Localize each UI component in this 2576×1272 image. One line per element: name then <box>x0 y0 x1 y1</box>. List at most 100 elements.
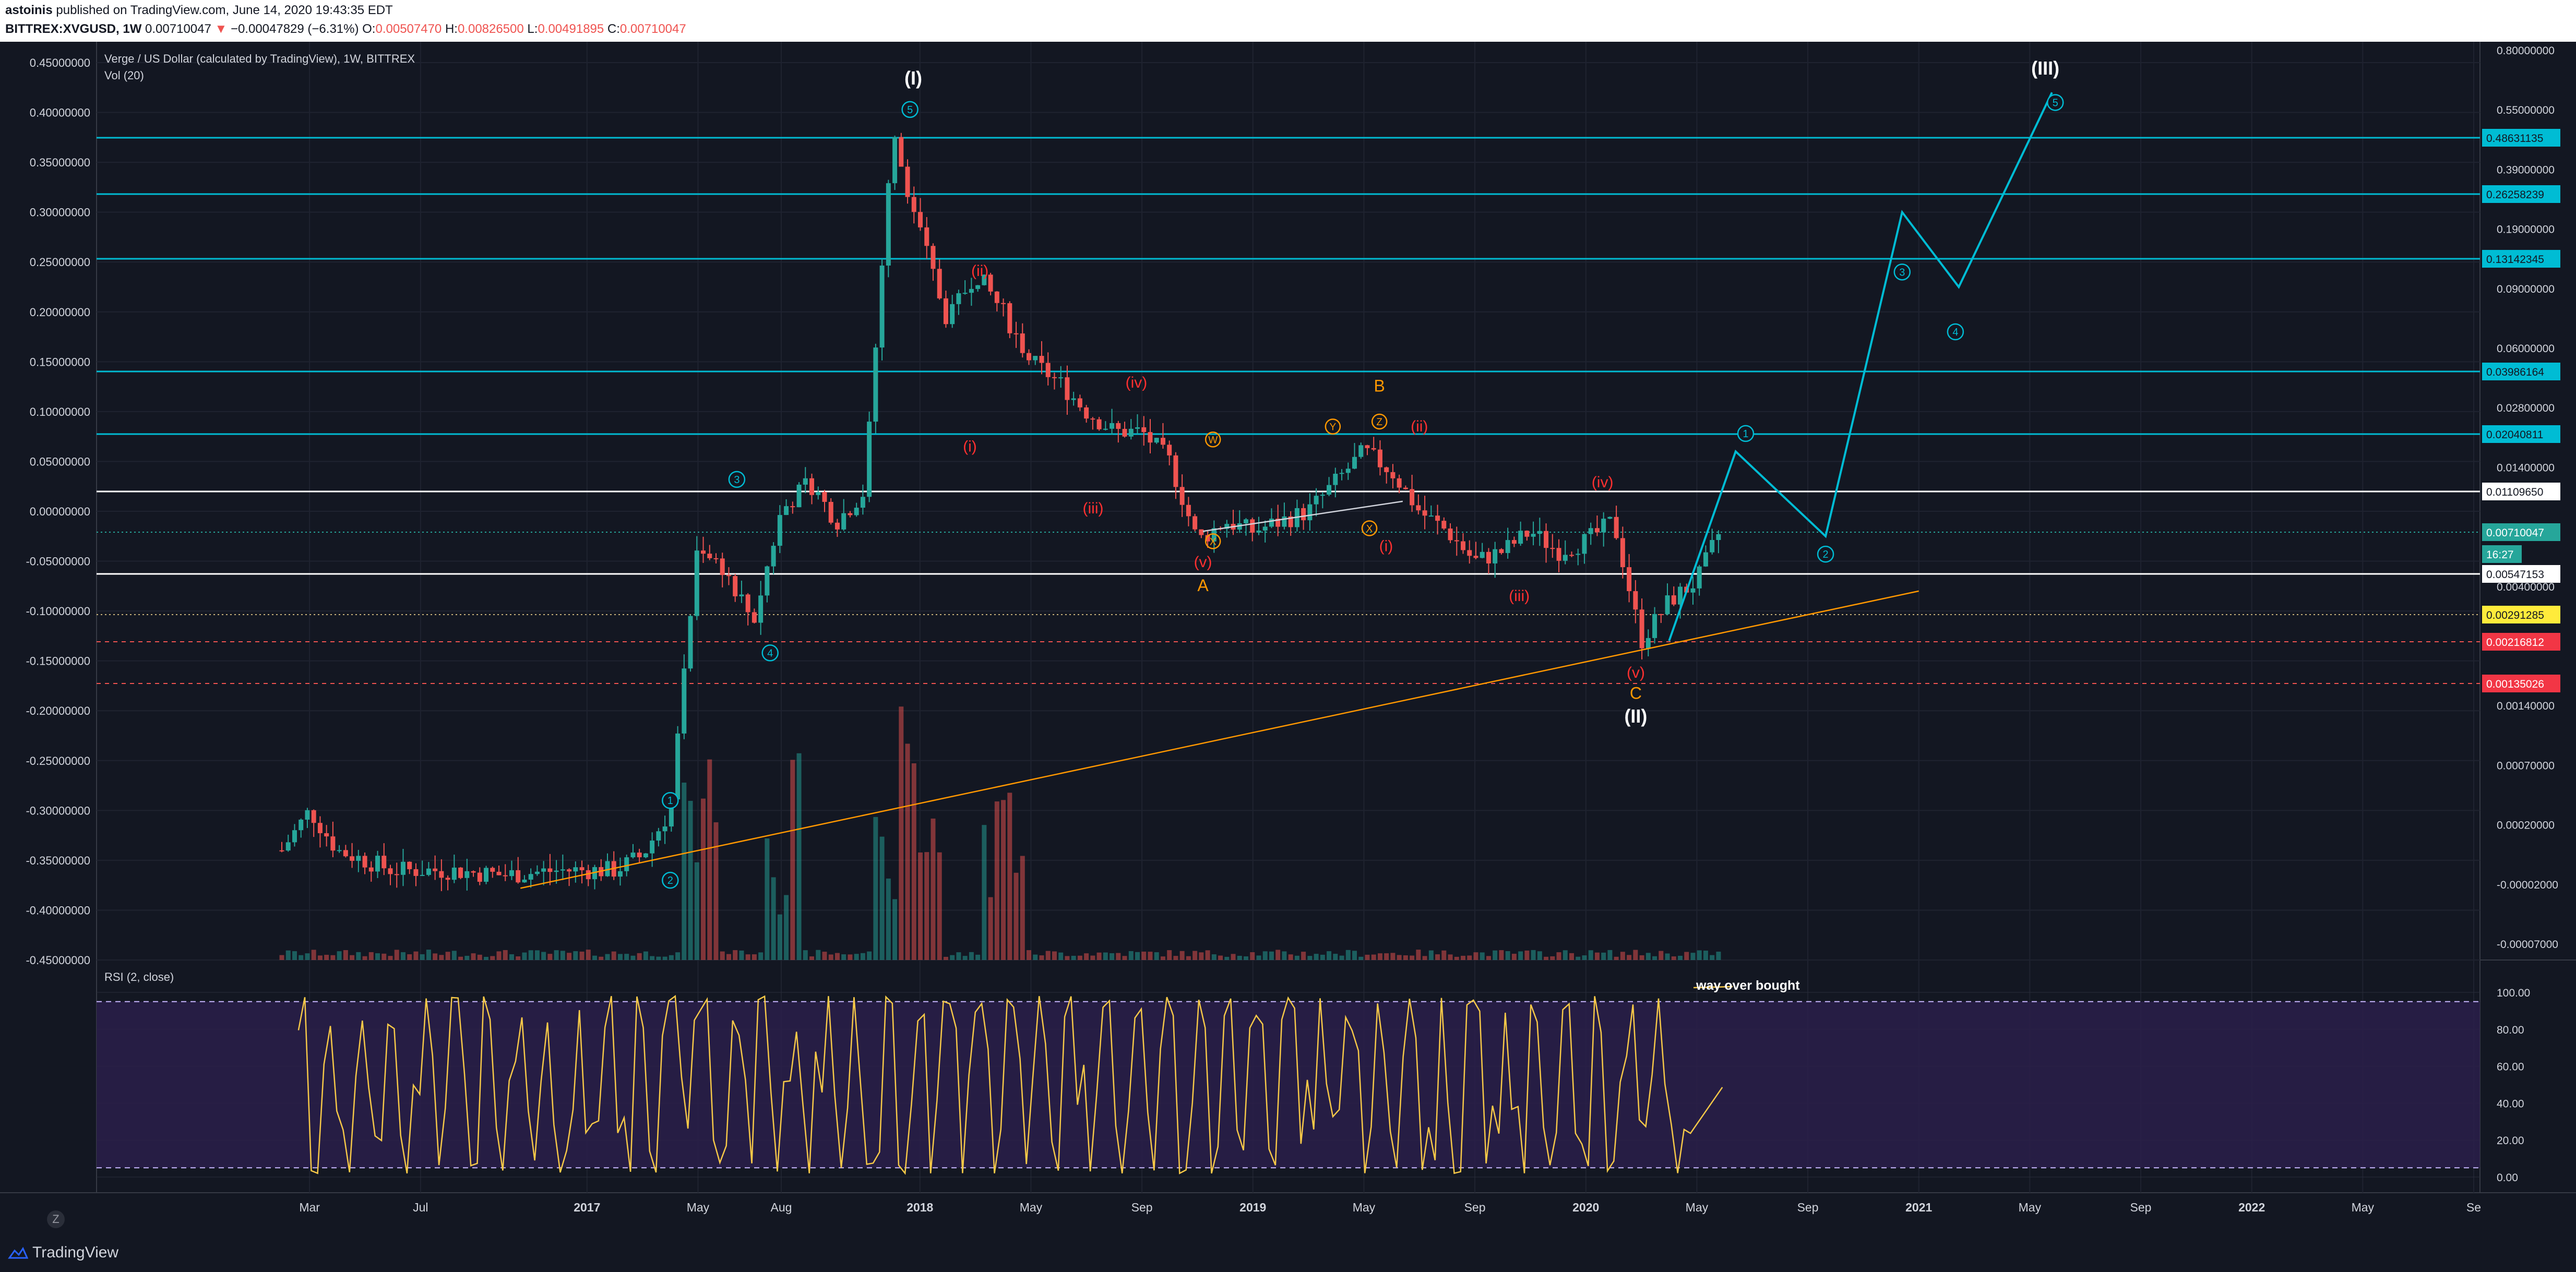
volume-bar <box>873 817 878 960</box>
volume-bar <box>1486 956 1491 960</box>
right-axis-tick: 0.19000000 <box>2497 224 2555 236</box>
candle-body <box>343 850 348 857</box>
volume-bar <box>733 950 738 960</box>
candle-body <box>1550 548 1555 549</box>
wave-label-circled: 2 <box>1823 549 1829 560</box>
candle-body <box>1365 445 1370 448</box>
wave-circle-marker <box>901 101 919 118</box>
candle-body <box>451 867 457 880</box>
candle-body <box>1614 517 1619 538</box>
volume-bar <box>375 953 380 960</box>
candle-body <box>1077 398 1082 407</box>
volume-bar <box>1294 955 1299 960</box>
tradingview-logo[interactable]: TradingView <box>7 1244 118 1262</box>
candle-body <box>892 137 898 184</box>
volume-bar <box>350 955 355 960</box>
candle-body <box>650 841 655 854</box>
volume-bar <box>1141 951 1147 960</box>
volume-bar <box>1550 956 1555 960</box>
volume-bar <box>1460 955 1465 960</box>
left-axis-tick: -0.10000000 <box>26 605 90 618</box>
volume-bar <box>1493 950 1498 960</box>
candle-body <box>1084 407 1089 419</box>
candle-body <box>554 870 559 872</box>
volume-bar <box>324 955 329 960</box>
close-value: 0.00710047 <box>619 22 686 36</box>
volume-bar <box>682 782 687 960</box>
candle-body <box>809 478 815 495</box>
volume-bar <box>1697 950 1702 960</box>
volume-bar <box>758 952 764 960</box>
candle-body <box>969 289 974 293</box>
candle-body <box>1716 534 1721 540</box>
volume-bar <box>777 914 782 960</box>
volume-bar <box>745 954 750 960</box>
candle-body <box>1135 427 1140 429</box>
volume-bar <box>1167 950 1172 960</box>
candle-body <box>1627 567 1632 592</box>
candle-body <box>1480 551 1485 558</box>
candle-body <box>956 293 961 304</box>
candle-body <box>1576 554 1581 555</box>
candle-body <box>433 868 438 871</box>
volume-bar <box>816 950 821 960</box>
candle-body <box>1116 423 1121 429</box>
price-tag: 0.01109650 <box>2486 486 2543 498</box>
volume-bar <box>1096 952 1102 960</box>
candle-body <box>375 856 380 872</box>
volume-bar <box>337 951 342 960</box>
volume-bar <box>1397 955 1402 960</box>
right-axis-tick: 0.00400000 <box>2497 581 2555 593</box>
price-chart[interactable]: (I) (II) (III) (i) (ii) (iii) (iv) (v) (i) (ii) (i… <box>0 42 2576 1232</box>
wave-label-circled: 1 <box>1743 428 1748 440</box>
candle-body <box>586 870 591 880</box>
time-axis-label: 2018 <box>907 1201 933 1214</box>
candle-body <box>720 558 725 575</box>
candle-body <box>739 594 744 596</box>
candle-body <box>1186 505 1191 517</box>
candle-body <box>413 869 419 876</box>
volume-bar <box>828 954 833 960</box>
candle-body <box>534 871 540 874</box>
volume-bar <box>617 954 623 960</box>
candle-body <box>1096 419 1102 429</box>
candle-body <box>1645 638 1651 649</box>
left-axis-tick: 0.20000000 <box>30 306 90 319</box>
author-name[interactable]: astoinis <box>5 3 53 17</box>
volume-bar <box>1116 953 1121 960</box>
candle-body <box>1441 521 1447 529</box>
candle-body <box>899 137 904 167</box>
candle-body <box>1460 541 1465 550</box>
candle-body <box>579 867 585 870</box>
wave-label-circled: 4 <box>1952 327 1958 338</box>
time-axis-label: May <box>1353 1201 1376 1214</box>
volume-bar <box>1345 950 1351 960</box>
candle-body <box>1435 515 1440 521</box>
zoom-reset-button[interactable]: Z <box>47 1210 65 1228</box>
wave-circle-marker <box>1817 545 1834 563</box>
volume-bar <box>886 878 891 960</box>
candle-body <box>1148 432 1153 443</box>
volume-bar <box>726 954 731 960</box>
candle-body <box>994 291 999 303</box>
volume-bar <box>1448 954 1453 960</box>
volume-bar <box>834 953 840 960</box>
volume-bar <box>1499 950 1504 960</box>
volume-bar <box>1218 955 1223 960</box>
symbol-label: BITTREX:XVGUSD, 1W <box>5 22 142 36</box>
volume-bar <box>1569 953 1574 960</box>
volume-bar <box>1384 953 1389 960</box>
rsi-annotation-stub <box>1693 986 1733 989</box>
publish-info: astoinis published on TradingView.com, J… <box>5 3 393 18</box>
right-axis-tick: 0.80000000 <box>2497 45 2555 57</box>
volume-bar <box>1128 951 1134 960</box>
wave-label-circled: 2 <box>667 875 673 886</box>
volume-bar <box>1224 956 1230 960</box>
candle-body <box>1141 427 1147 433</box>
candle-body <box>1454 540 1459 542</box>
candle-body <box>458 867 463 878</box>
volume-bar <box>1237 955 1242 960</box>
volume-bar <box>1288 954 1293 960</box>
right-axis-tick: 0.39000000 <box>2497 164 2555 176</box>
candle-body <box>1052 377 1057 378</box>
